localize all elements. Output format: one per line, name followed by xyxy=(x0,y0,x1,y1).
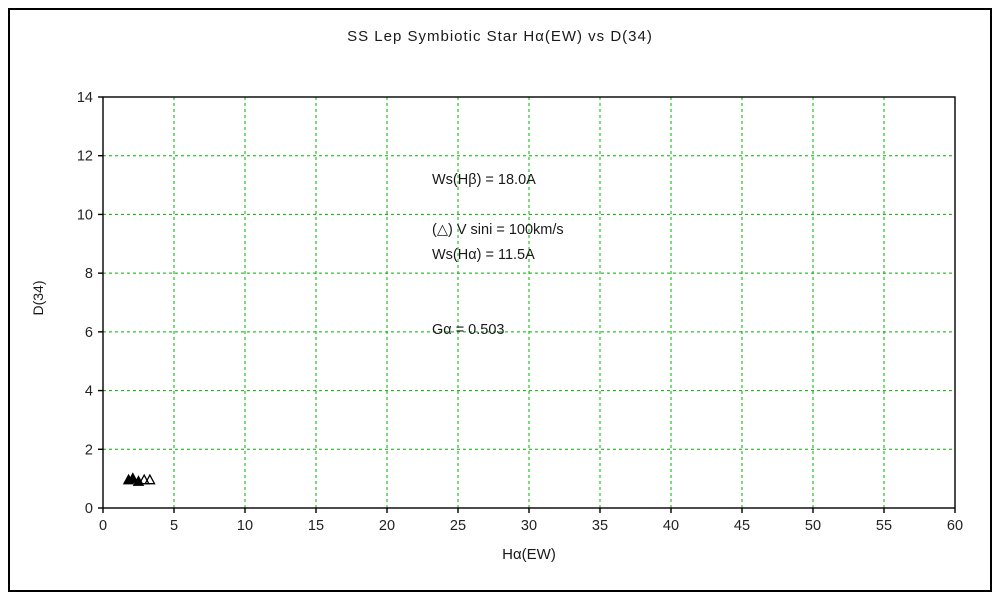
y-tick-label: 10 xyxy=(77,207,93,223)
x-tick-label: 40 xyxy=(663,518,679,534)
data-point-triangle xyxy=(127,472,139,483)
x-tick-label: 0 xyxy=(99,518,107,534)
y-tick-label: 6 xyxy=(85,325,93,341)
x-tick-label: 55 xyxy=(876,518,892,534)
x-tick-label: 45 xyxy=(734,518,750,534)
annotation-ws-hbeta: Ws(Hβ) = 18.0A xyxy=(432,172,536,188)
y-tick-label: 14 xyxy=(77,90,93,106)
legend-triangle-vsini: (△) V sini = 100km/s xyxy=(432,222,564,238)
y-axis-label: D(34) xyxy=(30,280,46,316)
y-tick-label: 0 xyxy=(85,501,93,517)
x-tick-label: 50 xyxy=(805,518,821,534)
x-tick-label: 60 xyxy=(947,518,963,534)
data-point-triangle xyxy=(144,473,156,485)
x-tick-label: 15 xyxy=(308,518,324,534)
x-axis-label: Hα(EW) xyxy=(502,546,556,563)
y-tick-label: 2 xyxy=(85,442,93,458)
annotation-ws-halpha: Ws(Hα) = 11.5A xyxy=(432,247,535,263)
x-tick-label: 35 xyxy=(592,518,608,534)
chart-outer-frame xyxy=(8,8,992,592)
x-tick-label: 30 xyxy=(521,518,537,534)
x-tick-label: 25 xyxy=(450,518,466,534)
data-point-triangle xyxy=(138,473,150,485)
x-tick-label: 20 xyxy=(379,518,395,534)
x-tick-label: 10 xyxy=(237,518,253,534)
y-tick-label: 12 xyxy=(77,149,93,165)
y-tick-label: 4 xyxy=(85,384,93,400)
annotation-block: Ws(Hβ) = 18.0A Ws(Hα) = 11.5A Gα = 0.503 xyxy=(432,118,536,393)
annotation-g-alpha: Gα = 0.503 xyxy=(432,322,505,338)
x-tick-label: 5 xyxy=(170,518,178,534)
y-tick-label: 8 xyxy=(85,266,93,282)
chart-title: SS Lep Symbiotic Star Hα(EW) vs D(34) xyxy=(347,28,653,45)
